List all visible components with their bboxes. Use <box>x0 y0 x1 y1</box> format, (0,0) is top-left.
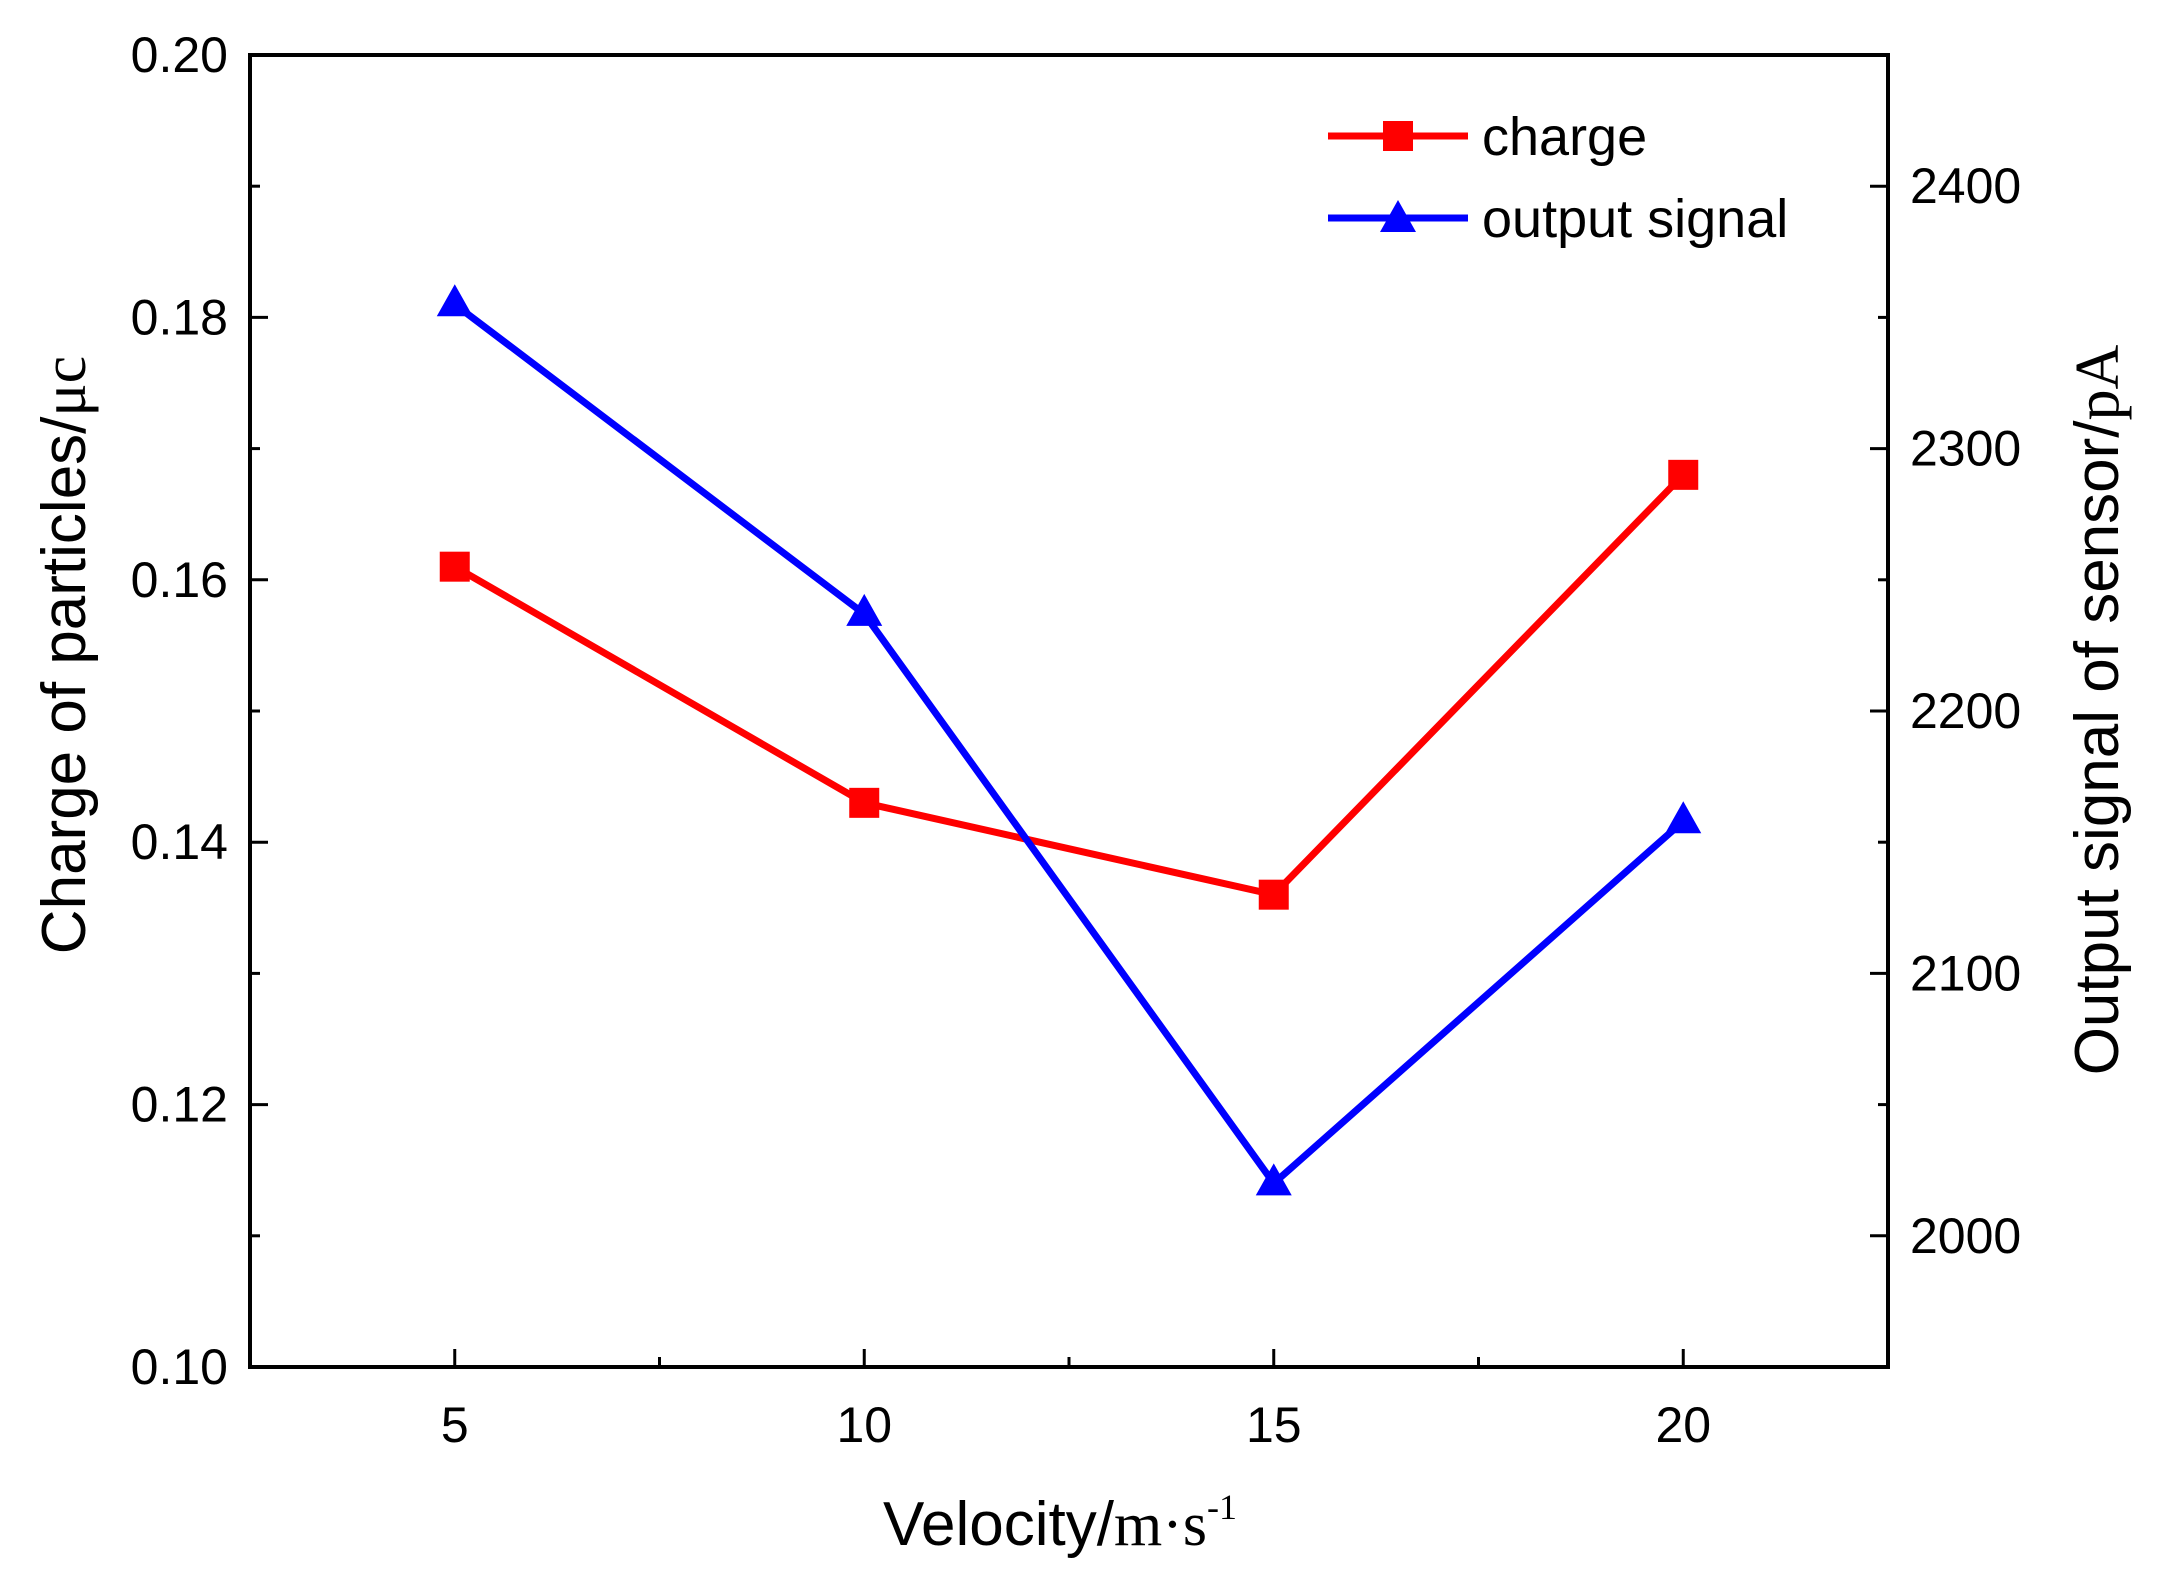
x-axis-title: Velocity/m·s-1 <box>883 1487 1237 1559</box>
left-tick-label: 0.16 <box>131 552 228 608</box>
right-tick-label: 2300 <box>1910 421 2021 477</box>
legend: charge output signal <box>1328 107 1788 249</box>
left-axis-title: Charge of particles/μc <box>30 356 99 954</box>
right-axis-title-main: Output signal of sensor/ <box>2063 420 2132 1076</box>
x-axis-title-unit: m·s <box>1114 1491 1207 1559</box>
x-tick-label: 5 <box>441 1397 469 1453</box>
legend-item-output-signal: output signal <box>1328 189 1788 249</box>
x-tick-label: 15 <box>1246 1397 1302 1453</box>
left-tick-label: 0.20 <box>131 27 228 83</box>
left-axis-title-unit: μc <box>31 356 99 417</box>
point-output-signal <box>436 284 473 317</box>
left-axis-title-main: Charge of particles/ <box>30 416 99 954</box>
right-tick-label: 2100 <box>1910 945 2021 1001</box>
point-charge <box>1258 879 1289 910</box>
legend-item-charge: charge <box>1328 107 1647 167</box>
legend-label-output-signal: output signal <box>1482 189 1788 249</box>
plot-frame <box>248 53 1890 1369</box>
x-tick-label: 20 <box>1655 1397 1711 1453</box>
tick-labels: 5 10 15 20 0.10 0.12 0.14 0.16 0.18 0.20 2000 2100 2… <box>131 27 2022 1453</box>
axis-ticks <box>250 53 1888 1369</box>
legend-label-charge: charge <box>1482 107 1647 167</box>
legend-marker-charge <box>1383 121 1413 151</box>
x-axis-title-sup: -1 <box>1207 1487 1237 1527</box>
series-line-output-signal <box>452 301 1686 1187</box>
left-tick-label: 0.12 <box>131 1077 228 1133</box>
x-tick-label: 10 <box>836 1397 892 1453</box>
point-charge <box>1668 459 1699 490</box>
left-tick-label: 0.14 <box>131 814 228 870</box>
point-charge <box>849 787 880 818</box>
x-axis-title-main: Velocity/ <box>883 1490 1115 1559</box>
point-output-signal <box>846 593 883 626</box>
left-tick-label: 0.10 <box>131 1339 228 1395</box>
right-tick-label: 2200 <box>1910 683 2021 739</box>
point-output-signal <box>1665 801 1702 834</box>
series-line-charge <box>453 472 1686 899</box>
right-axis-title-unit: pA <box>2064 344 2132 420</box>
right-axis-title: Output signal of sensor/pA <box>2063 344 2132 1075</box>
series-layer <box>436 284 1702 1196</box>
point-charge <box>439 551 470 582</box>
left-tick-label: 0.18 <box>131 289 228 345</box>
legend-marker-output-signal <box>1380 200 1416 232</box>
right-tick-label: 2400 <box>1910 158 2021 214</box>
point-output-signal <box>1255 1163 1292 1196</box>
right-tick-label: 2000 <box>1910 1208 2021 1264</box>
